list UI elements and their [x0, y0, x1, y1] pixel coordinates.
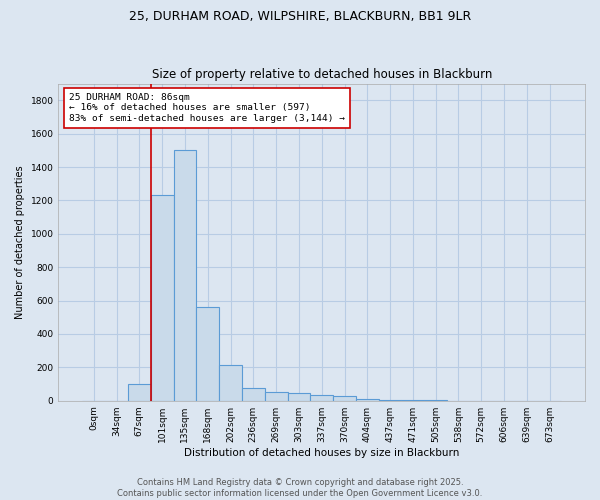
X-axis label: Distribution of detached houses by size in Blackburn: Distribution of detached houses by size … [184, 448, 460, 458]
Bar [310, 396, 333, 400]
Y-axis label: Number of detached properties: Number of detached properties [15, 166, 25, 319]
Bar [242, 388, 265, 400]
Bar [173, 150, 196, 400]
Bar [128, 384, 151, 400]
Title: Size of property relative to detached houses in Blackburn: Size of property relative to detached ho… [152, 68, 492, 81]
Text: 25, DURHAM ROAD, WILPSHIRE, BLACKBURN, BB1 9LR: 25, DURHAM ROAD, WILPSHIRE, BLACKBURN, B… [129, 10, 471, 23]
Bar [196, 307, 219, 400]
Bar [265, 392, 287, 400]
Bar [151, 196, 173, 400]
Text: Contains HM Land Registry data © Crown copyright and database right 2025.
Contai: Contains HM Land Registry data © Crown c… [118, 478, 482, 498]
Bar [333, 396, 356, 400]
Bar [287, 393, 310, 400]
Text: 25 DURHAM ROAD: 86sqm
← 16% of detached houses are smaller (597)
83% of semi-det: 25 DURHAM ROAD: 86sqm ← 16% of detached … [69, 93, 345, 123]
Bar [219, 365, 242, 400]
